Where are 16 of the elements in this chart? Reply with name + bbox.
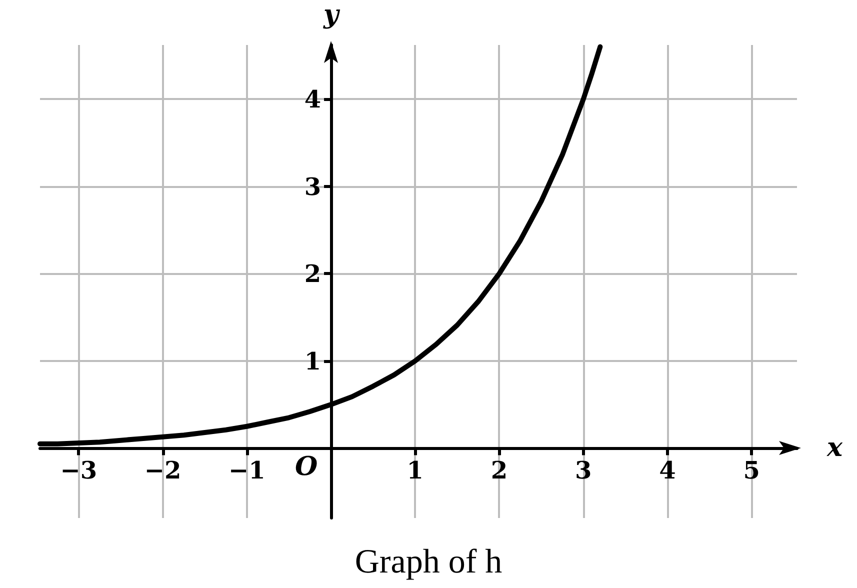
x-axis-title: x [826, 433, 843, 464]
y-axis-title: y [322, 0, 340, 30]
y-tick-label: 3 [304, 172, 322, 201]
y-tick-label: 1 [304, 346, 322, 376]
x-tick-label: −3 [60, 456, 98, 485]
text: Graph of h [354, 544, 502, 580]
x-tick-label: −1 [228, 456, 266, 485]
y-tick-label: 4 [304, 84, 322, 114]
x-tick-label: 4 [659, 456, 676, 485]
x-tick-label: 2 [490, 456, 508, 485]
y-tick-label: 2 [304, 259, 322, 288]
x-tick-label: −2 [144, 456, 182, 485]
x-tick-label: 1 [406, 456, 424, 485]
annotation: O [295, 452, 318, 482]
x-tick-label: 3 [575, 456, 592, 485]
x-tick-label: 5 [743, 456, 760, 485]
